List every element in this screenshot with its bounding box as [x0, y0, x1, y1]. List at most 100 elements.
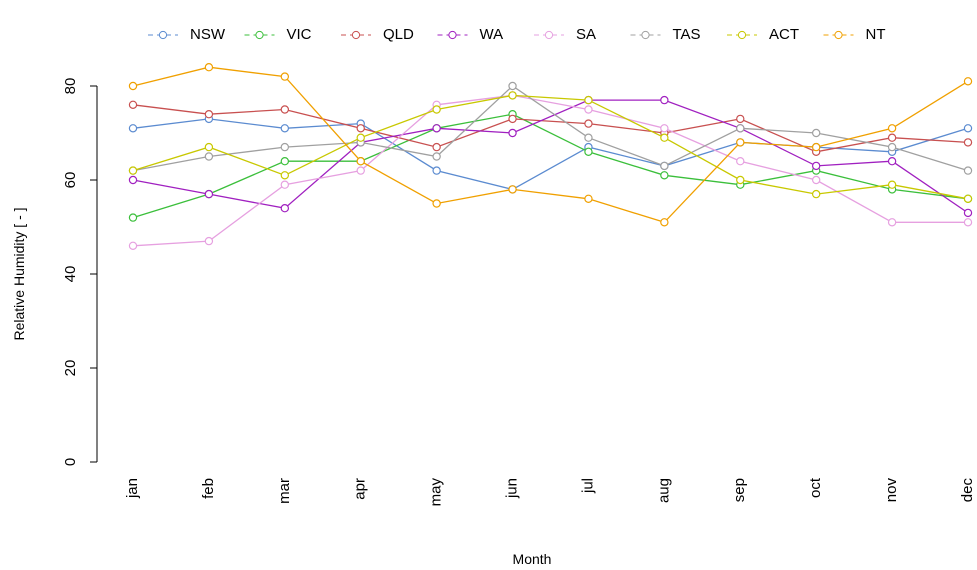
- legend-marker: [255, 30, 264, 40]
- y-tick-label: 60: [62, 172, 79, 189]
- series-line: [132, 118, 969, 191]
- data-point: [280, 72, 290, 81]
- data-point: [584, 105, 593, 114]
- x-tick-label: jun: [504, 478, 521, 499]
- data-point: [432, 124, 441, 133]
- legend-marker: [351, 30, 361, 40]
- series-line: [132, 113, 969, 219]
- x-tick-label: apr: [352, 478, 369, 500]
- legend-label: SA: [576, 26, 596, 43]
- data-point: [280, 105, 290, 114]
- series-line: [132, 66, 969, 224]
- series-line: [132, 99, 969, 214]
- legend-label: WA: [480, 26, 504, 43]
- data-point: [963, 124, 973, 133]
- data-point: [736, 138, 745, 147]
- legend-marker: [448, 30, 457, 40]
- data-point: [356, 156, 365, 166]
- data-point: [887, 124, 897, 133]
- data-point: [736, 156, 745, 166]
- data-point: [887, 180, 897, 189]
- legend-label: ACT: [769, 26, 799, 43]
- data-point: [128, 100, 138, 110]
- data-point: [887, 133, 897, 142]
- x-tick-label: aug: [655, 478, 672, 503]
- data-point: [508, 185, 517, 194]
- legend-label: QLD: [383, 26, 414, 43]
- data-point: [356, 133, 365, 142]
- legend-label: NT: [866, 26, 886, 43]
- data-point: [356, 124, 365, 133]
- data-point: [736, 175, 745, 185]
- data-point: [736, 124, 745, 133]
- data-point: [887, 156, 897, 166]
- data-point: [280, 142, 290, 152]
- data-point: [811, 161, 821, 171]
- data-point: [584, 133, 593, 142]
- data-point: [811, 128, 821, 138]
- data-point: [432, 152, 441, 161]
- data-point: [660, 124, 669, 133]
- data-point: [204, 142, 214, 152]
- data-point: [280, 156, 290, 166]
- legend-marker: [834, 30, 843, 40]
- data-point: [128, 213, 138, 222]
- legend-label: VIC: [287, 26, 312, 43]
- data-point: [432, 199, 441, 208]
- data-point: [660, 161, 669, 171]
- legend-label: NSW: [190, 26, 226, 43]
- data-point: [963, 208, 973, 218]
- data-point: [736, 114, 745, 124]
- data-point: [963, 138, 973, 147]
- data-point: [811, 142, 821, 152]
- data-point: [204, 189, 214, 199]
- data-point: [280, 203, 290, 213]
- series-line: [132, 85, 969, 172]
- data-point: [128, 175, 138, 185]
- x-tick-label: sep: [731, 478, 748, 502]
- data-point: [280, 124, 290, 133]
- y-axis-label: Relative Humidity [ - ]: [11, 207, 27, 340]
- x-tick-label: jul: [579, 478, 596, 494]
- data-point: [204, 236, 214, 246]
- y-tick-label: 80: [62, 78, 79, 95]
- y-tick-label: 40: [62, 266, 79, 283]
- x-tick-label: jan: [124, 478, 141, 499]
- data-point: [584, 147, 593, 156]
- data-point: [584, 119, 593, 128]
- data-point: [128, 124, 138, 133]
- data-point: [432, 166, 441, 175]
- data-point: [280, 180, 290, 189]
- x-tick-label: may: [428, 478, 445, 507]
- legend-label: TAS: [673, 26, 701, 43]
- data-point: [280, 171, 290, 180]
- data-point: [963, 218, 973, 227]
- legend-marker: [544, 30, 554, 40]
- x-tick-label: dec: [959, 478, 976, 503]
- data-point: [508, 91, 517, 100]
- data-point: [660, 171, 669, 180]
- x-tick-label: oct: [807, 477, 824, 498]
- x-tick-label: nov: [883, 478, 900, 503]
- legend-marker: [737, 30, 747, 40]
- series-line: [132, 94, 968, 247]
- data-point: [811, 189, 821, 199]
- y-tick-label: 20: [62, 360, 79, 377]
- data-point: [963, 194, 973, 203]
- data-point: [660, 218, 669, 227]
- x-tick-label: mar: [276, 478, 293, 504]
- series-line: [132, 104, 969, 153]
- data-point: [508, 114, 517, 124]
- data-point: [963, 166, 973, 175]
- data-point: [963, 77, 973, 86]
- data-point: [204, 152, 214, 161]
- data-point: [508, 128, 517, 138]
- series-line: [132, 94, 969, 200]
- data-point: [128, 81, 138, 91]
- data-point: [887, 142, 897, 152]
- data-point: [204, 62, 214, 72]
- data-point: [660, 133, 669, 142]
- data-point: [887, 218, 897, 227]
- data-point: [128, 241, 138, 250]
- data-point: [204, 109, 214, 119]
